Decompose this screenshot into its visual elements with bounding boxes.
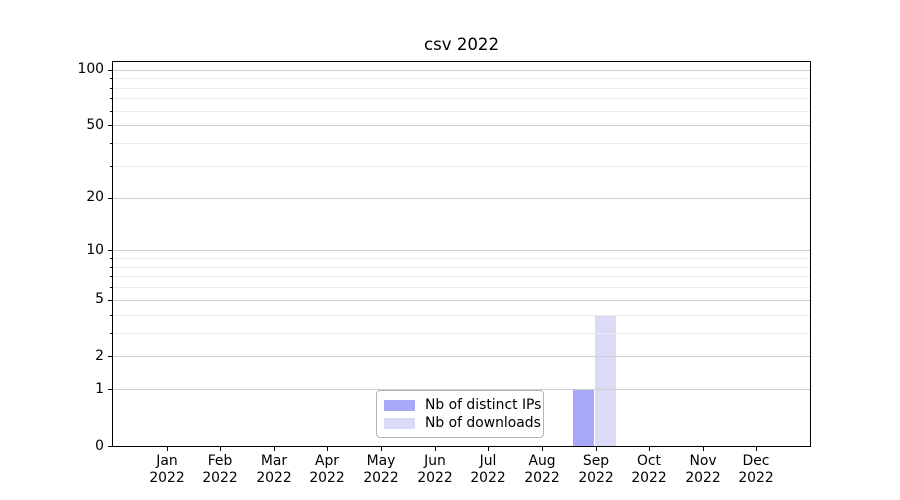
y-tick-minor [110, 267, 113, 268]
x-tick-label-dec: Dec 2022 [738, 453, 774, 486]
x-tick [274, 447, 275, 451]
y-gridline-minor [113, 333, 810, 334]
x-tick [220, 447, 221, 451]
x-tick [167, 447, 168, 451]
y-tick-label: 50 [86, 117, 104, 133]
y-tick-minor [110, 287, 113, 288]
y-tick-minor [110, 111, 113, 112]
y-tick-label: 20 [86, 189, 104, 205]
y-gridline-major [113, 125, 810, 126]
x-tick-label-feb: Feb 2022 [202, 453, 238, 486]
x-tick [542, 447, 543, 451]
y-gridline-minor [113, 315, 810, 316]
y-gridline-major [113, 70, 810, 71]
x-tick-label-may: May 2022 [363, 453, 399, 486]
x-tick-label-jun: Jun 2022 [417, 453, 453, 486]
plot-area [112, 61, 811, 447]
y-tick-minor [110, 276, 113, 277]
y-tick-label: 1 [95, 381, 104, 397]
y-gridline-minor [113, 276, 810, 277]
y-tick-minor [110, 78, 113, 79]
chart-title: csv 2022 [423, 35, 500, 54]
x-tick [756, 447, 757, 451]
legend-row: Nb of distinct IPs [384, 398, 541, 413]
legend-row: Nb of downloads [384, 416, 541, 431]
y-gridline-major [113, 250, 810, 251]
y-tick-label: 0 [95, 438, 104, 454]
y-tick-minor [110, 143, 113, 144]
y-tick [108, 125, 113, 126]
x-tick-label-sep: Sep 2022 [578, 453, 614, 486]
x-tick-label-aug: Aug 2022 [524, 453, 560, 486]
y-tick-minor [110, 258, 113, 259]
x-tick-label-mar: Mar 2022 [256, 453, 292, 486]
y-gridline-major [113, 300, 810, 301]
x-tick-label-jan: Jan 2022 [149, 453, 185, 486]
plot-canvas [113, 62, 810, 446]
x-tick [381, 447, 382, 451]
y-gridline-minor [113, 267, 810, 268]
y-tick [108, 300, 113, 301]
y-tick-label: 10 [86, 242, 104, 258]
y-gridline-minor [113, 166, 810, 167]
y-tick-label: 5 [95, 291, 104, 307]
y-tick [108, 389, 113, 390]
bar-downloads-sep [594, 314, 616, 446]
x-tick [649, 447, 650, 451]
y-tick [108, 356, 113, 357]
y-gridline-minor [113, 287, 810, 288]
legend-swatch-distinct-ips [384, 400, 415, 411]
y-gridline-minor [113, 88, 810, 89]
y-gridline-minor [113, 111, 810, 112]
y-tick [108, 70, 113, 71]
x-tick [327, 447, 328, 451]
x-tick [703, 447, 704, 451]
y-gridline-major [113, 389, 810, 390]
y-tick-minor [110, 333, 113, 334]
bar-distinct-ips-sep [572, 389, 594, 446]
x-tick-label-oct: Oct 2022 [631, 453, 667, 486]
y-gridline-major [113, 198, 810, 199]
x-tick-label-nov: Nov 2022 [685, 453, 721, 486]
legend-swatch-downloads [384, 418, 415, 429]
y-gridline-minor [113, 258, 810, 259]
legend-label: Nb of distinct IPs [425, 397, 542, 413]
y-gridline-minor [113, 98, 810, 99]
legend-label: Nb of downloads [425, 415, 541, 431]
y-gridline-minor [113, 78, 810, 79]
y-tick [108, 198, 113, 199]
y-tick-label: 2 [95, 348, 104, 364]
x-tick [596, 447, 597, 451]
legend: Nb of distinct IPs Nb of downloads [376, 390, 544, 438]
y-tick [108, 250, 113, 251]
y-tick-minor [110, 88, 113, 89]
y-tick [108, 446, 113, 447]
x-tick-label-apr: Apr 2022 [309, 453, 345, 486]
x-tick-label-jul: Jul 2022 [470, 453, 506, 486]
y-tick-minor [110, 98, 113, 99]
x-tick [488, 447, 489, 451]
y-tick-minor [110, 166, 113, 167]
y-gridline-major [113, 356, 810, 357]
x-tick [435, 447, 436, 451]
y-gridline-minor [113, 143, 810, 144]
y-tick-minor [110, 315, 113, 316]
y-tick-label: 100 [77, 61, 104, 77]
